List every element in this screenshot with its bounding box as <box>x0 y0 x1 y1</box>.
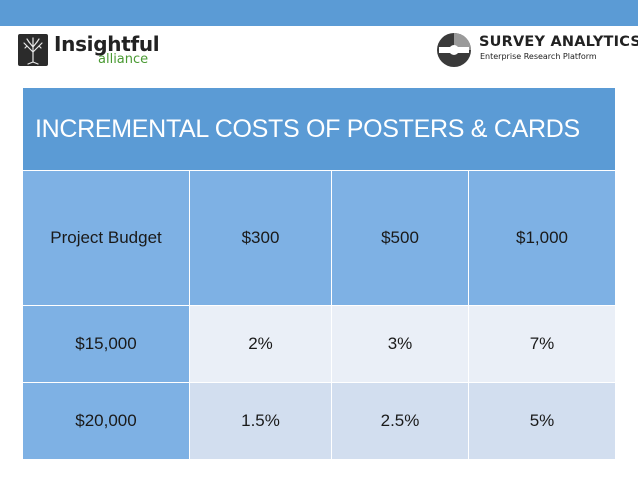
tree-icon <box>18 34 48 66</box>
table-title: INCREMENTAL COSTS OF POSTERS & CARDS <box>21 87 617 171</box>
table-cell: 1.5% <box>189 382 332 460</box>
table-title-row: INCREMENTAL COSTS OF POSTERS & CARDS <box>21 87 617 171</box>
table-cell: 2% <box>189 305 332 383</box>
row-label-cell: $20,000 <box>22 382 190 460</box>
survey-analytics-logo: SURVEY ANALYTICS Enterprise Research Pla… <box>436 32 638 68</box>
top-accent-bar <box>0 0 638 26</box>
insightful-alliance-logo: Insightful alliance <box>16 32 160 70</box>
header-cell: $500 <box>331 170 469 306</box>
brand-name: Insightful <box>54 32 160 56</box>
table-row: $20,000 1.5% 2.5% 5% <box>22 382 617 460</box>
row-label-cell: $15,000 <box>22 305 190 383</box>
brand-subname: alliance <box>98 52 149 67</box>
table-cell: 5% <box>467 382 617 460</box>
table-cell: 7% <box>467 305 617 383</box>
survey-analytics-tagline: Enterprise Research Platform <box>480 52 597 61</box>
incremental-costs-table: INCREMENTAL COSTS OF POSTERS & CARDS Pro… <box>21 87 617 460</box>
survey-analytics-mark-icon <box>436 32 472 68</box>
header-cell-label: Project Budget <box>22 170 190 306</box>
table-header-row: Project Budget $300 $500 $1,000 <box>22 170 617 306</box>
header-cell: $1,000 <box>467 170 617 306</box>
table-cell: 2.5% <box>331 382 469 460</box>
table-row: $15,000 2% 3% 7% <box>22 305 617 383</box>
header-cell: $300 <box>189 170 332 306</box>
survey-analytics-name: SURVEY ANALYTICS <box>479 34 638 50</box>
table-cell: 3% <box>331 305 469 383</box>
